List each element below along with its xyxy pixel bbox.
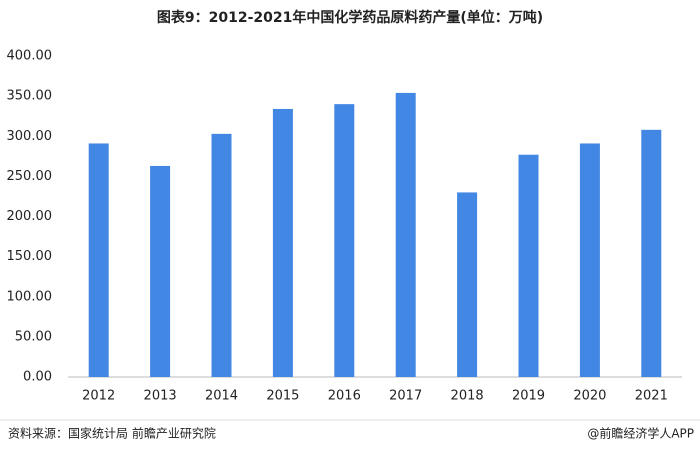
x-tick-label: 2013 (144, 389, 177, 404)
y-tick-label: 350.00 (7, 89, 53, 104)
y-tick-label: 250.00 (7, 169, 53, 184)
x-tick-label: 2017 (389, 389, 422, 404)
y-tick-label: 150.00 (7, 249, 53, 264)
bar (334, 104, 355, 378)
bar (150, 165, 171, 377)
credit: @前瞻经济学人APP (587, 426, 694, 441)
source: 资料来源：国家统计局 前瞻产业研究院 (8, 426, 216, 441)
x-tick-label: 2012 (82, 389, 115, 404)
x-tick-label: 2016 (328, 389, 361, 404)
x-tick-label: 2015 (266, 389, 299, 404)
x-tick-label: 2020 (573, 389, 606, 404)
bar (579, 143, 600, 377)
bar (457, 192, 478, 377)
y-tick-label: 100.00 (7, 289, 53, 304)
bar (272, 108, 293, 377)
y-tick-label: 300.00 (7, 129, 53, 144)
x-tick-label: 2021 (635, 389, 668, 404)
bar (211, 133, 232, 377)
x-tick-label: 2018 (451, 389, 484, 404)
y-tick-label: 200.00 (7, 209, 53, 224)
bar (395, 92, 416, 377)
chart-title: 图表9：2012-2021年中国化学药品原料药产量(单位：万吨) (157, 9, 543, 26)
x-tick-label: 2019 (512, 389, 545, 404)
y-tick-label: 0.00 (23, 370, 52, 385)
y-tick-label: 50.00 (15, 329, 52, 344)
bar (518, 154, 539, 377)
bar (641, 129, 662, 377)
bar (88, 143, 109, 377)
y-tick-label: 400.00 (7, 49, 53, 64)
x-tick-label: 2014 (205, 389, 238, 404)
